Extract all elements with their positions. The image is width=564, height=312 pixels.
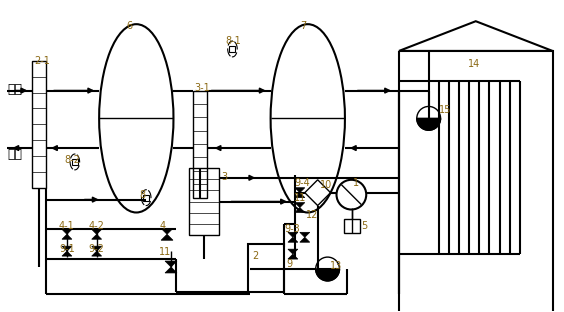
Text: 9-4: 9-4 xyxy=(294,178,310,188)
Text: 11: 11 xyxy=(159,247,171,257)
Polygon shape xyxy=(92,229,102,234)
Polygon shape xyxy=(92,234,102,239)
Polygon shape xyxy=(295,188,305,193)
Polygon shape xyxy=(161,228,173,234)
Text: 10: 10 xyxy=(320,180,332,190)
Polygon shape xyxy=(62,251,72,256)
Text: 2-1: 2-1 xyxy=(34,56,50,66)
Text: 新风: 新风 xyxy=(7,83,23,96)
Polygon shape xyxy=(92,246,102,251)
Text: 1: 1 xyxy=(354,178,359,188)
Polygon shape xyxy=(288,254,298,259)
Text: 9-2: 9-2 xyxy=(89,244,104,254)
Bar xyxy=(189,168,219,235)
Text: 8: 8 xyxy=(139,190,146,200)
Text: 7: 7 xyxy=(300,21,306,31)
Bar xyxy=(32,61,46,188)
Text: 8-2: 8-2 xyxy=(64,155,80,165)
Text: 12: 12 xyxy=(306,210,318,220)
Text: 13: 13 xyxy=(329,261,342,271)
Polygon shape xyxy=(300,237,310,242)
Polygon shape xyxy=(62,229,72,234)
Polygon shape xyxy=(300,232,310,237)
Polygon shape xyxy=(62,246,72,251)
Text: 11: 11 xyxy=(294,193,306,203)
Bar xyxy=(399,51,553,312)
Text: 9: 9 xyxy=(286,259,292,269)
Text: 5: 5 xyxy=(362,222,368,232)
Polygon shape xyxy=(62,234,72,239)
Polygon shape xyxy=(295,207,305,212)
Bar xyxy=(72,159,78,165)
Bar xyxy=(143,195,149,201)
Text: 9-1: 9-1 xyxy=(59,244,75,254)
Wedge shape xyxy=(316,269,340,281)
Text: 9-3: 9-3 xyxy=(284,224,299,234)
Text: 14: 14 xyxy=(468,59,481,69)
Bar xyxy=(345,219,360,233)
Polygon shape xyxy=(295,202,305,207)
Text: 3: 3 xyxy=(222,172,228,182)
Bar xyxy=(230,46,235,52)
Text: 6: 6 xyxy=(126,21,133,31)
Text: 4: 4 xyxy=(159,222,165,232)
Polygon shape xyxy=(288,232,298,237)
Text: 3-1: 3-1 xyxy=(195,83,210,93)
Text: 排风: 排风 xyxy=(7,148,23,161)
Polygon shape xyxy=(161,234,173,240)
Text: 15: 15 xyxy=(439,105,451,115)
Polygon shape xyxy=(288,237,298,242)
Polygon shape xyxy=(288,249,298,254)
Polygon shape xyxy=(165,267,177,273)
Bar xyxy=(248,244,284,292)
Text: 4-1: 4-1 xyxy=(59,222,75,232)
Polygon shape xyxy=(295,193,305,197)
Bar xyxy=(193,90,206,197)
Text: 4-2: 4-2 xyxy=(89,222,104,232)
Polygon shape xyxy=(165,261,177,267)
Text: 2: 2 xyxy=(252,251,258,261)
Wedge shape xyxy=(417,118,440,130)
Polygon shape xyxy=(92,251,102,256)
Text: 8-1: 8-1 xyxy=(226,36,241,46)
